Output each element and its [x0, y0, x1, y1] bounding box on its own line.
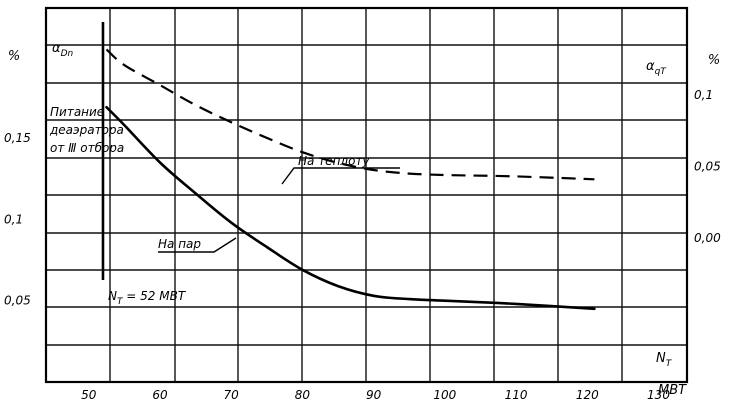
- x-unit-label: МВТ: [658, 383, 687, 398]
- heat-label-leader: [281, 167, 400, 185]
- tick-labels: 50 60 70 80 90 100 110 120 130 0,05 0,1 0,15 0,00 0,0…: [4, 88, 721, 402]
- steam-series-label: На пар: [158, 237, 201, 251]
- series-group: [105, 48, 596, 311]
- x-tick-label: 110: [505, 388, 528, 402]
- right-tick-label: 0,00: [694, 231, 721, 245]
- marker-label: NT = 52 МВТ: [108, 289, 187, 307]
- steam-label-leader: [158, 237, 237, 253]
- plot-frame: [44, 6, 689, 384]
- right-tick-label: 0,05: [694, 159, 721, 173]
- left-unit-label: %: [8, 49, 20, 64]
- x-tick-label: 70: [224, 388, 240, 402]
- feed-note-line: деаэратора: [49, 123, 124, 137]
- feed-note-line: от Ⅲ отбора: [50, 141, 124, 155]
- left-tick-label: 0,1: [4, 212, 23, 226]
- grid: [45, 7, 688, 383]
- x-axis-label: NT: [656, 351, 673, 369]
- plot-border: [44, 6, 689, 384]
- annotations: Питание деаэратора от Ⅲ отбора На пар На теп…: [49, 105, 400, 307]
- x-tick-label: 120: [576, 388, 599, 402]
- left-tick-label: 0,15: [4, 131, 31, 145]
- left-tick-label: 0,05: [4, 294, 31, 308]
- axis-labels: % αDn % αqT NT МВТ: [8, 41, 720, 398]
- x-tick-label: 50: [81, 388, 97, 402]
- feed-note-line: Питание: [50, 105, 104, 119]
- right-tick-label: 0,1: [694, 88, 713, 102]
- x-tick-label: 60: [152, 388, 168, 402]
- x-tick-label: 130: [647, 388, 670, 402]
- series-line-steam: [105, 105, 596, 311]
- right-unit-label: %: [708, 53, 720, 68]
- series-line-heat: [105, 48, 595, 181]
- right-axis-label: αqT: [646, 59, 667, 77]
- x-tick-label: 100: [433, 388, 456, 402]
- heat-series-label: На теплоту: [298, 154, 370, 168]
- left-axis-label: αDn: [52, 41, 74, 59]
- x-tick-label: 90: [366, 388, 382, 402]
- x-tick-label: 80: [295, 388, 311, 402]
